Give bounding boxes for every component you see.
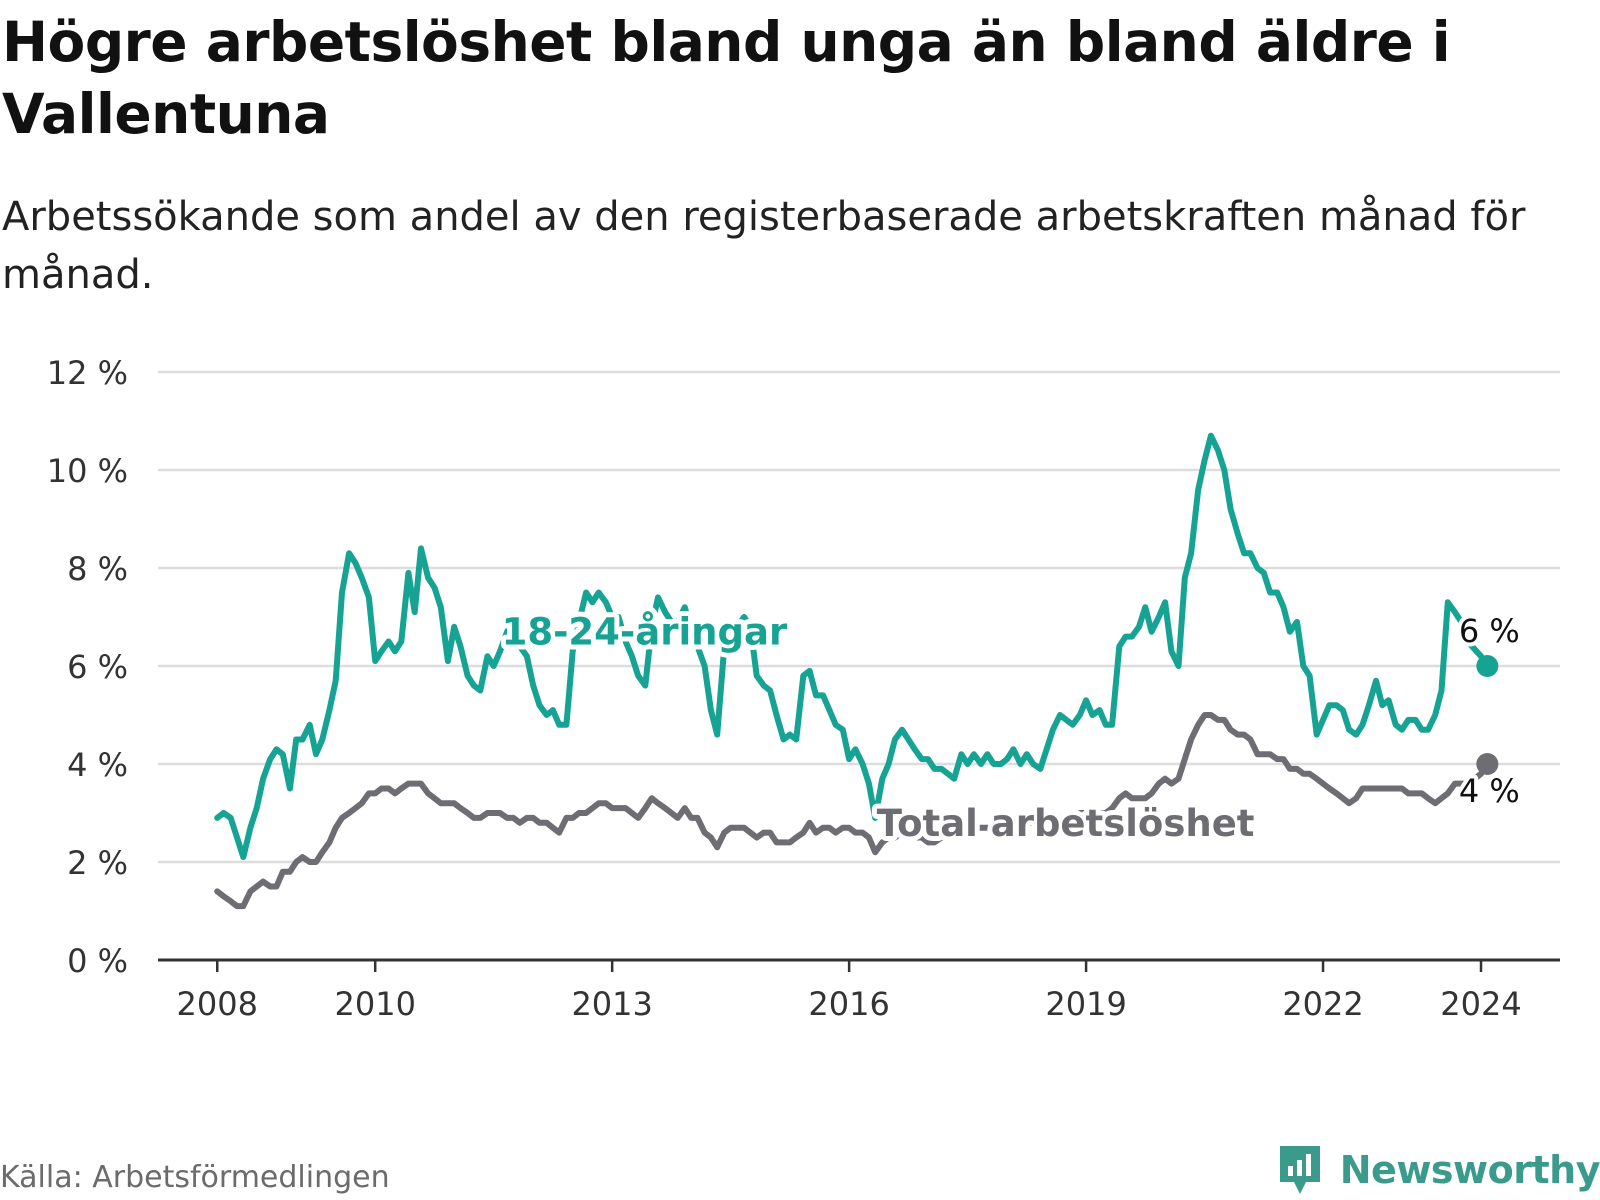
- x-tick-label: 2013: [571, 985, 652, 1023]
- x-tick-label: 2024: [1440, 985, 1521, 1023]
- series-label-young: 18-24-åringar: [502, 611, 788, 654]
- source-note: Källa: Arbetsförmedlingen: [0, 1160, 390, 1195]
- y-tick-label: 12 %: [47, 354, 128, 392]
- chart-subtitle: Arbetssökande som andel av den registerb…: [2, 194, 1526, 298]
- series-line-young: [214, 432, 1491, 861]
- y-tick-label: 2 %: [67, 844, 128, 882]
- end-point-total: [1476, 753, 1499, 775]
- line-chart: 0 % 2 % 4 % 6 % 8 % 10 % 12 % 2008 2010 2013 2016…: [47, 354, 1560, 1023]
- y-tick-label: 6 %: [67, 648, 128, 686]
- end-point-young: [1476, 655, 1499, 677]
- y-tick-label: 8 %: [67, 550, 128, 588]
- end-label-total: 4 %: [1459, 772, 1520, 810]
- series-line-total: [214, 712, 1491, 910]
- y-axis-labels: 0 % 2 % 4 % 6 % 8 % 10 % 12 %: [47, 354, 128, 980]
- x-tick-label: 2010: [334, 985, 415, 1023]
- series-labels: 18-24-åringar 6 % Total arbetslöshet 4 %: [497, 606, 1524, 850]
- x-tick-label: 2016: [808, 985, 889, 1023]
- series-lines: [214, 432, 1499, 910]
- y-tick-label: 10 %: [47, 452, 128, 490]
- x-tick-label: 2022: [1282, 985, 1363, 1023]
- brand-logo: Newsworthy: [1276, 1140, 1600, 1200]
- y-tick-label: 0 %: [67, 942, 128, 980]
- end-label-young: 6 %: [1459, 612, 1520, 650]
- brand-name: Newsworthy: [1339, 1148, 1600, 1192]
- gridlines: [158, 370, 1560, 864]
- series-label-total: Total arbetslöshet: [877, 802, 1255, 845]
- page-title: Högre arbetslöshet bland unga än bland ä…: [2, 10, 1451, 146]
- y-tick-label: 4 %: [67, 746, 128, 784]
- x-axis: [158, 958, 1560, 972]
- newsworthy-logo-icon: [1279, 1146, 1320, 1194]
- x-tick-label: 2008: [177, 985, 258, 1023]
- x-tick-label: 2019: [1045, 985, 1126, 1023]
- x-axis-labels: 2008 2010 2013 2016 2019 2022 2024: [177, 985, 1522, 1023]
